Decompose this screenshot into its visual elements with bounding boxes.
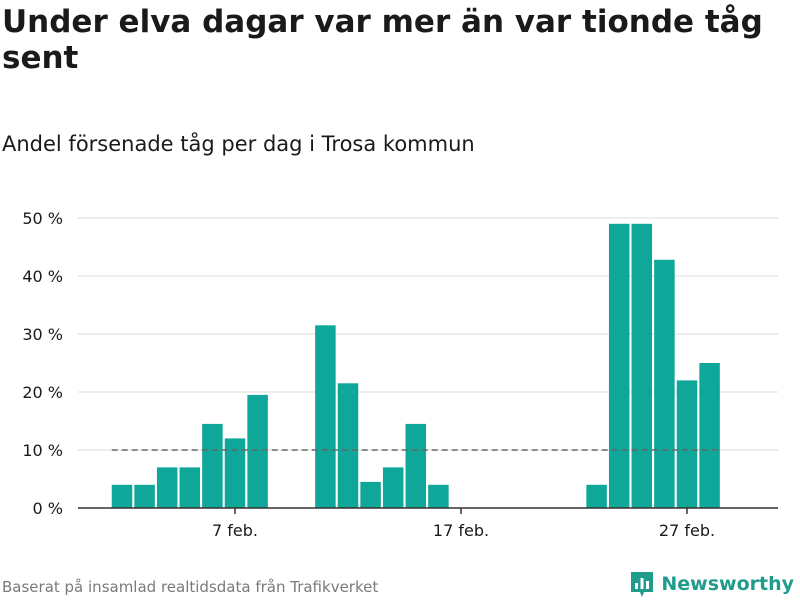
y-tick-label: 50 % bbox=[22, 209, 63, 228]
bar bbox=[586, 484, 607, 508]
bar bbox=[111, 484, 133, 508]
bar bbox=[608, 223, 630, 509]
chart-title: Under elva dagar var mer än var tionde t… bbox=[2, 4, 763, 76]
bar bbox=[202, 423, 223, 508]
bar bbox=[224, 438, 246, 508]
x-tick-label: 17 feb. bbox=[433, 521, 489, 540]
bar bbox=[134, 484, 155, 508]
bar bbox=[428, 484, 449, 508]
bar bbox=[179, 467, 201, 508]
bar bbox=[156, 467, 178, 508]
bar bbox=[631, 223, 653, 509]
bar bbox=[382, 467, 404, 508]
bar bbox=[405, 423, 427, 508]
source-note: Baserat på insamlad realtidsdata från Tr… bbox=[2, 578, 379, 596]
y-tick-label: 40 % bbox=[22, 267, 63, 286]
y-tick-label: 30 % bbox=[22, 325, 63, 344]
y-tick-label: 20 % bbox=[22, 383, 63, 402]
bar bbox=[676, 380, 698, 508]
brand-name: Newsworthy bbox=[661, 573, 794, 595]
y-tick-label: 10 % bbox=[22, 441, 63, 460]
bar bbox=[247, 394, 268, 508]
bar bbox=[699, 363, 720, 508]
bar bbox=[654, 259, 675, 508]
bar bbox=[337, 383, 359, 508]
bar bbox=[360, 481, 381, 508]
x-tick-label: 27 feb. bbox=[659, 521, 715, 540]
y-tick-label: 0 % bbox=[33, 499, 63, 518]
chart-subtitle: Andel försenade tåg per dag i Trosa komm… bbox=[2, 132, 475, 156]
bar bbox=[315, 325, 336, 508]
brand-logo: Newsworthy bbox=[629, 569, 794, 599]
bar-chart-logo-icon bbox=[631, 572, 654, 597]
x-tick-label: 7 feb. bbox=[212, 521, 258, 540]
